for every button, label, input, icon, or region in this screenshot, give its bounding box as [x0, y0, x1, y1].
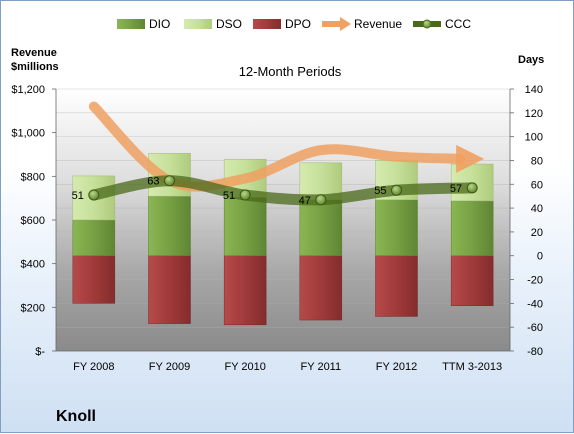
legend-swatch-dio: [117, 19, 145, 29]
ccc-data-label: 51: [72, 190, 84, 202]
bar-dio: [450, 200, 494, 256]
bar-dpo: [148, 255, 191, 324]
revenue-line: [88, 101, 466, 192]
right-axis-tick-label: 120: [525, 108, 543, 120]
right-axis-tick-label: 80: [531, 155, 543, 167]
ccc-point: [391, 184, 402, 196]
ccc-data-label: 47: [299, 195, 311, 207]
ccc-point: [315, 194, 327, 206]
ccc-line: [88, 175, 478, 206]
left-axis-title-line2: $millions: [11, 61, 59, 73]
right-axis-tick-label: 40: [531, 203, 543, 215]
right-axis-tick-label: 100: [525, 132, 543, 144]
ccc-data-label: 55: [374, 185, 386, 197]
bar-dio: [148, 195, 191, 256]
legend-label-revenue: Revenue: [354, 17, 402, 31]
category-label: FY 2009: [149, 361, 190, 373]
left-axis-tick-label: $800: [21, 171, 45, 183]
ccc-labels-group: 51 63 51 47 55 57: [72, 176, 463, 207]
legend-swatch-dpo: [253, 19, 281, 29]
left-axis-tick-label: $200: [21, 302, 45, 314]
ccc-point: [466, 182, 478, 194]
legend-label-dpo: DPO: [285, 17, 311, 31]
category-label: TTM 3-2013: [442, 361, 502, 373]
left-axis-tick-label: $400: [21, 259, 45, 271]
category-label: FY 2010: [224, 361, 265, 373]
left-axis-tick-label: $1,200: [11, 84, 45, 96]
bar-dio: [223, 197, 267, 256]
right-axis-tick-label: -60: [527, 322, 543, 334]
lines-group: [88, 101, 485, 206]
category-label: FY 2012: [376, 361, 417, 373]
category-label: FY 2008: [73, 361, 114, 373]
category-label: FY 2011: [301, 361, 342, 373]
right-axis-tick-label: 60: [531, 179, 543, 191]
right-axis-title: Days: [518, 54, 544, 66]
right-axis-tick-label: 140: [525, 84, 543, 96]
ccc-point: [88, 189, 100, 201]
legend-label-dio: DIO: [149, 17, 170, 31]
legend-swatch-revenue: [322, 17, 351, 31]
bar-dpo: [299, 255, 343, 321]
ccc-point: [164, 175, 175, 187]
bar-dio: [375, 199, 418, 256]
plot-area: [56, 89, 510, 351]
company-name: Knoll: [56, 408, 96, 425]
legend-swatch-ccc: [413, 19, 441, 29]
legend-label-dso: DSO: [216, 17, 242, 31]
ccc-data-label: 57: [450, 183, 462, 195]
bar-dpo: [72, 255, 116, 304]
bar-dpo: [450, 255, 494, 306]
legend-swatch-dso: [184, 19, 212, 29]
left-axis-ticks: $- $200 $400 $600 $800 $1,000 $1,200: [11, 84, 57, 358]
legend-label-ccc: CCC: [445, 17, 471, 31]
revenue-arrowhead: [456, 144, 485, 173]
right-axis-tick-label: -40: [527, 298, 543, 310]
bar-dpo: [375, 255, 418, 317]
bar-dso: [72, 175, 116, 221]
bar-dio: [72, 219, 116, 256]
ccc-data-label: 63: [147, 176, 159, 188]
ccc-point: [239, 189, 251, 201]
right-axis-ticks: -80 -60 -40 -20 0 20 40 60 80 100 120 140: [509, 84, 543, 358]
category-labels: FY 2008 FY 2009 FY 2010 FY 2011 FY 2012 TTM 3…: [56, 350, 510, 373]
legend: DIO DSO DPO Revenue CCC: [117, 17, 471, 31]
left-axis-title-line1: Revenue: [11, 47, 57, 59]
left-axis-tick-label: $1,000: [11, 128, 45, 140]
left-axis-tick-label: $-: [35, 346, 45, 358]
right-axis-tick-label: 0: [537, 251, 543, 263]
right-axis-tick-label: -20: [527, 275, 543, 287]
left-axis-tick-label: $600: [21, 215, 45, 227]
bar-dpo: [223, 255, 267, 326]
right-axis-tick-label: -80: [527, 346, 543, 358]
right-axis-tick-label: 20: [531, 227, 543, 239]
chart-title: 12-Month Periods: [239, 64, 342, 79]
bar-dio: [299, 199, 343, 256]
ccc-data-label: 51: [223, 190, 235, 202]
